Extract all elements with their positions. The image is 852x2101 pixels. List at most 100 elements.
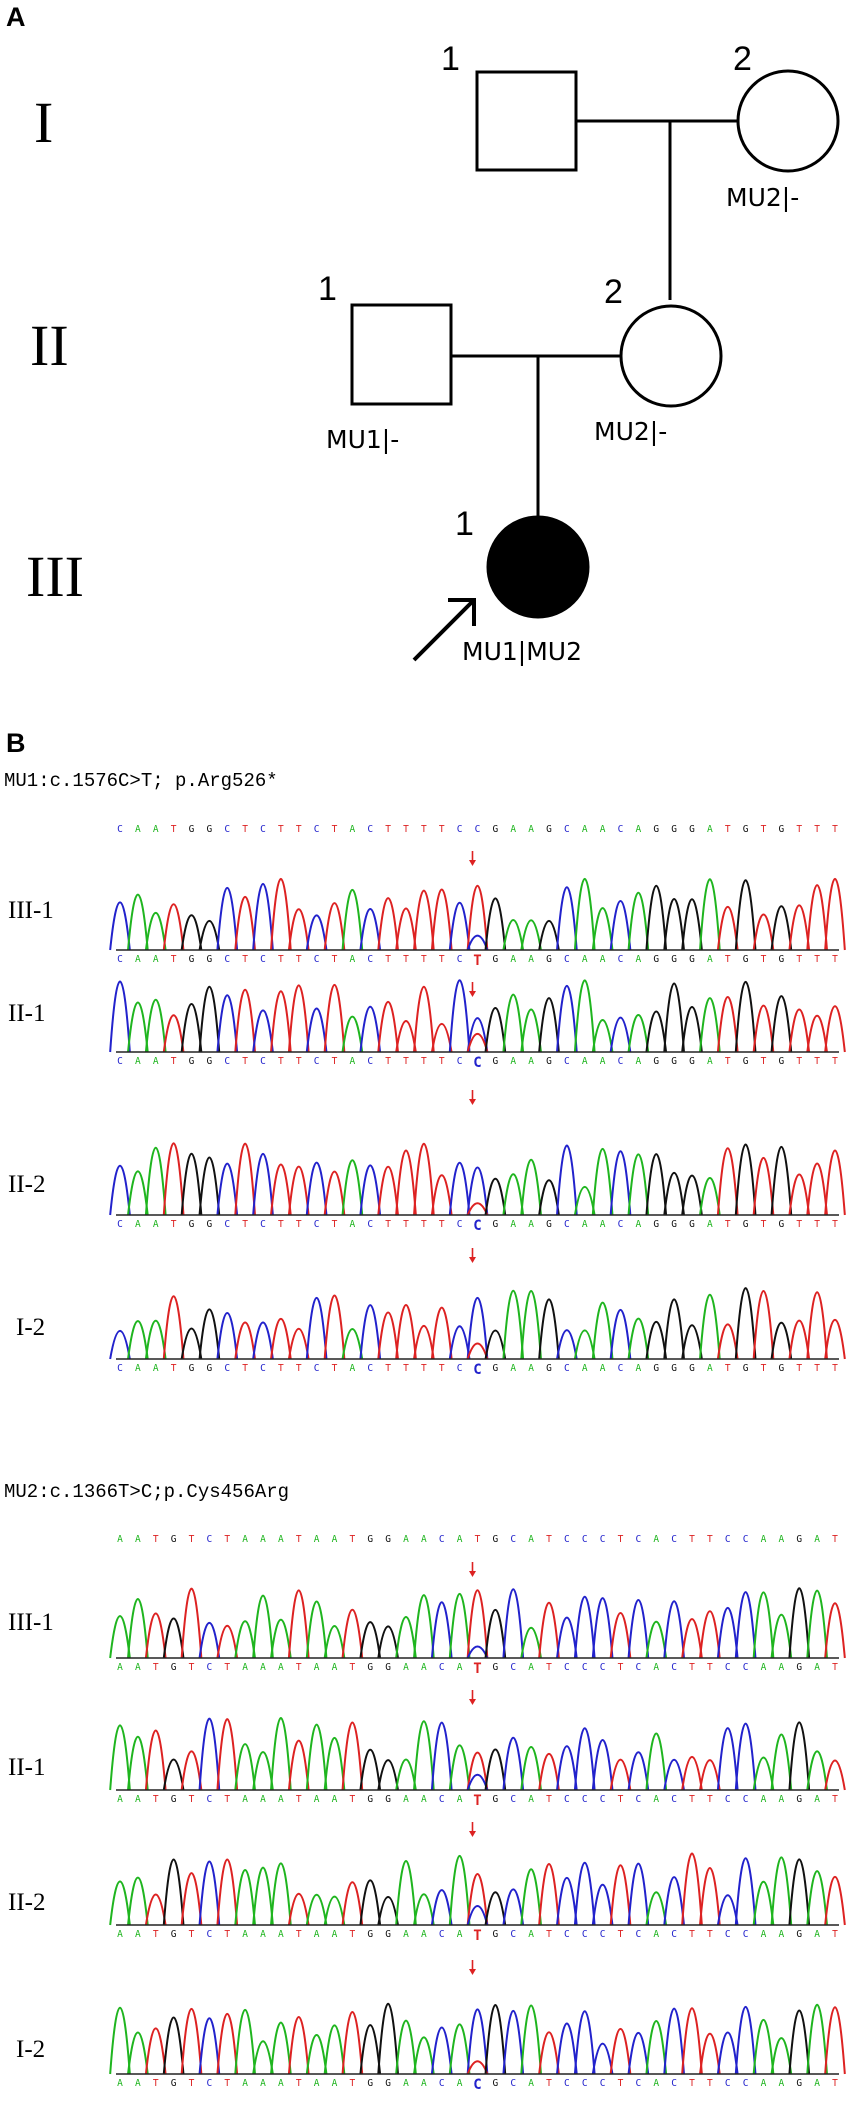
m1-trace-3-base: A <box>707 1219 713 1230</box>
m2-trace-1-peak <box>270 1619 292 1659</box>
m2-trace-4-peak <box>395 2019 417 2075</box>
m2-trace-1-peak <box>663 1600 685 1659</box>
m1-trace-2-base: T <box>439 1056 445 1067</box>
m1-trace-2-base: G <box>189 1056 195 1067</box>
m2-trace-1-peak <box>806 1589 828 1659</box>
m1-trace-3-base: A <box>528 1219 534 1230</box>
m1-trace-2-peak <box>162 1014 185 1053</box>
m1-trace-3-base: T <box>385 1219 391 1230</box>
m2-trace-3-peak <box>305 1893 328 1926</box>
m2-reference-base: A <box>403 1534 409 1545</box>
m1-trace-3-base: T <box>439 1219 445 1230</box>
m2-trace-4-base: T <box>832 2078 838 2089</box>
m2-trace-1-peak <box>699 1610 721 1659</box>
m2-trace-3-peak <box>716 1894 739 1926</box>
m2-trace-3-base: G <box>493 1929 499 1940</box>
m1-trace-3-base: A <box>135 1219 141 1230</box>
m1-trace-1-peak <box>448 901 471 951</box>
m2-trace-1-base: T <box>546 1662 552 1673</box>
m2-trace-4-peak <box>109 2006 131 2075</box>
m2-reference-base: T <box>475 1534 481 1545</box>
m2-trace-4-base: T <box>350 2078 356 2089</box>
m2-trace-4-peak <box>359 2024 382 2075</box>
m1-trace-4-peak <box>573 1329 596 1360</box>
m1-trace-1-peak <box>430 888 453 951</box>
m2-trace-3-base: C <box>636 1929 642 1940</box>
m1-trace-2-variant-call: C <box>473 1055 481 1071</box>
m2-trace-1-peak <box>341 1608 364 1659</box>
m2-trace-3-peak <box>556 1876 578 1926</box>
m2-trace-3-base: A <box>117 1929 123 1940</box>
m1-trace-1-peak <box>234 896 256 951</box>
m1-trace-4-peak <box>162 1295 185 1360</box>
m1-reference-base: T <box>332 824 338 835</box>
m1-trace-2-peak <box>663 982 685 1053</box>
m1-trace-2-base: T <box>332 1056 338 1067</box>
m1-trace-3-base: A <box>582 1219 588 1230</box>
m1-reference-base: G <box>493 824 499 835</box>
m2-trace-2-base: A <box>314 1794 320 1805</box>
m1-trace-4-base: C <box>260 1363 266 1374</box>
m1-trace-3-peak <box>341 1159 364 1216</box>
variant-arrow-icon <box>469 1248 476 1263</box>
m1-trace-2-base: C <box>260 1056 266 1067</box>
m1-trace-1-base: T <box>385 954 391 965</box>
m2-trace-2-peak <box>591 1738 614 1791</box>
m1-trace-1-peak <box>216 886 239 951</box>
m1-reference-base: G <box>671 824 677 835</box>
m2-trace-3-peak <box>502 1888 525 1926</box>
m1-trace-1-base: T <box>725 954 731 965</box>
individual-II-2-female-symbol <box>619 304 723 408</box>
m1-trace-1-base: G <box>671 954 677 965</box>
m1-trace-2-base: A <box>135 1056 141 1067</box>
m2-reference-base: G <box>385 1534 391 1545</box>
m1-trace-2-peak <box>645 1010 668 1053</box>
m1-trace-2-base: T <box>403 1056 409 1067</box>
m1-trace-1-peak <box>395 907 417 951</box>
m1-trace-2-peak <box>699 997 721 1053</box>
individual-III-1-genotype: MU1|MU2 <box>462 637 582 666</box>
m2-trace-4-base: T <box>689 2078 695 2089</box>
individual-I-2-number: 2 <box>733 40 752 78</box>
m1-trace-1-base: A <box>153 954 159 965</box>
m1-trace-3-peak <box>663 1172 685 1216</box>
m2-trace-2-base: A <box>814 1794 820 1805</box>
m1-trace-3-peak <box>609 1150 632 1216</box>
m1-trace-1-peak <box>716 905 739 951</box>
m2-trace-4-peak <box>663 2007 685 2075</box>
m1-trace-3-base: G <box>493 1219 499 1230</box>
m1-reference-base: G <box>653 824 659 835</box>
m1-trace-1-peak <box>287 908 310 951</box>
m1-reference-base: G <box>546 824 552 835</box>
m1-trace-3-base: G <box>779 1219 785 1230</box>
m2-trace-4-base: C <box>510 2078 516 2089</box>
m1-trace-3-base: T <box>332 1219 338 1230</box>
m1-trace-4-base: T <box>385 1363 391 1374</box>
m2-trace-2-base: C <box>600 1794 606 1805</box>
m2-trace-3-peak <box>681 1852 703 1926</box>
variant-arrow-icon <box>469 1090 476 1105</box>
m2-trace-2-base: A <box>403 1794 409 1805</box>
m1-trace-2-peak <box>716 996 739 1053</box>
m1-reference-base: A <box>350 824 356 835</box>
m2-trace-2-peak <box>556 1745 578 1791</box>
m2-trace-3-base: A <box>528 1929 534 1940</box>
m1-reference-base: T <box>725 824 731 835</box>
m1-trace-4-peak <box>770 1322 793 1360</box>
m1-trace-3-peak <box>770 1145 793 1216</box>
m1-trace-2-base: C <box>117 1056 123 1067</box>
m1-trace-2-base: A <box>600 1056 606 1067</box>
m1-trace-4-peak <box>484 1329 507 1360</box>
m1-trace-1-base: C <box>457 954 463 965</box>
m1-trace-4-peak <box>252 1321 274 1360</box>
m1-trace-4-peak <box>341 1328 364 1360</box>
m1-trace-1-base: A <box>707 954 713 965</box>
m2-trace-1-base: A <box>457 1662 463 1673</box>
m2-trace-3-peak <box>198 1860 221 1926</box>
m1-trace-1-peak <box>127 893 149 951</box>
m2-trace-1-base: C <box>725 1662 731 1673</box>
m2-trace-1-base: A <box>421 1662 427 1673</box>
m1-trace-3-base: C <box>564 1219 570 1230</box>
m1-trace-3-peak <box>198 1156 221 1216</box>
m1-trace-1-peak <box>180 914 203 951</box>
